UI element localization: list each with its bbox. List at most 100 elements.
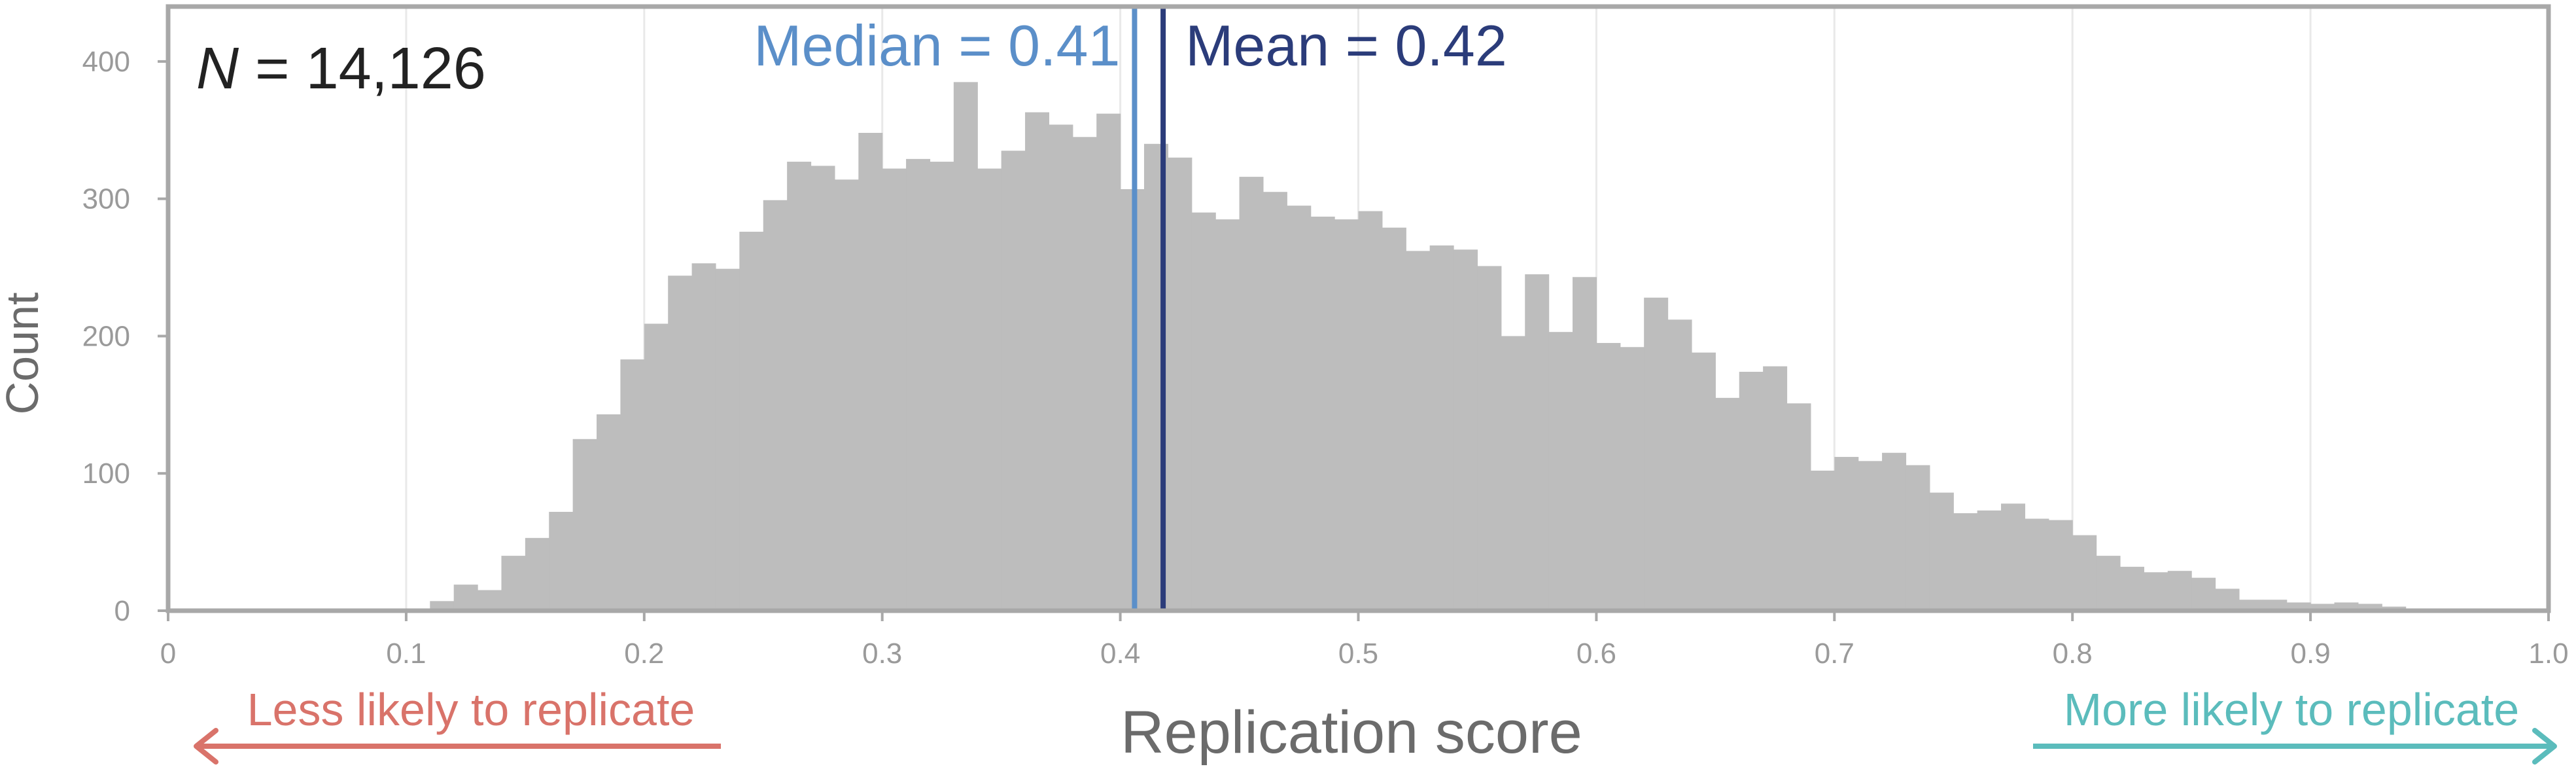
histogram-bar	[2096, 556, 2121, 611]
y-tick-label: 400	[82, 46, 130, 78]
histogram-bar	[1548, 332, 1573, 611]
histogram-bar	[906, 158, 931, 611]
histogram-bar	[1262, 192, 1287, 611]
histogram-bar	[1644, 297, 1669, 611]
n-value: = 14,126	[239, 36, 486, 101]
histogram-bar	[1525, 274, 1550, 611]
reference-lines	[1132, 7, 1166, 611]
x-tick-label: 0.8	[2053, 638, 2093, 670]
histogram-bar	[2358, 604, 2382, 611]
histogram-bar	[930, 162, 954, 611]
histogram-bar	[977, 168, 1002, 611]
x-tick-label: 0	[160, 638, 176, 670]
histogram-bar	[2144, 572, 2168, 611]
histogram-bar	[810, 166, 835, 611]
histogram-bar	[1573, 277, 1597, 611]
histogram-bar	[763, 200, 788, 611]
histogram-bar	[2310, 604, 2335, 611]
histogram-bar	[430, 601, 455, 611]
sample-size-label: N = 14,126	[196, 36, 486, 101]
histogram-bar	[1977, 510, 2002, 611]
y-tick-label: 0	[114, 595, 130, 627]
more-likely-annotation: More likely to replicate	[2033, 684, 2557, 765]
y-tick-label: 200	[82, 320, 130, 352]
less-likely-label: Less likely to replicate	[247, 684, 695, 735]
right-arrow-icon	[2532, 728, 2557, 765]
histogram-bar	[1310, 216, 1335, 611]
n-symbol: N	[196, 36, 239, 101]
histogram-bar	[1334, 219, 1359, 611]
median-label: Median = 0.41	[754, 13, 1120, 78]
histogram-bar	[1501, 336, 1525, 611]
histogram-bar	[1049, 124, 1073, 611]
x-axis-ticks: 0 0.1 0.2 0.3 0.4 0.5 0.6 0.7 0.8 0.9 1.0	[160, 611, 2569, 670]
more-likely-label: More likely to replicate	[2064, 684, 2519, 735]
histogram-bar	[2119, 566, 2144, 611]
histogram-bar	[2191, 577, 2216, 611]
histogram-bar	[1763, 366, 1788, 611]
histogram-bar	[668, 276, 693, 611]
less-likely-annotation: Less likely to replicate	[194, 684, 721, 765]
x-tick-label: 0.3	[862, 638, 902, 670]
histogram-bar	[1810, 471, 1835, 611]
histogram-bar	[2025, 518, 2049, 611]
histogram-bar	[1882, 452, 1907, 611]
x-tick-label: 0.2	[624, 638, 664, 670]
histogram-bar	[691, 263, 716, 611]
x-tick-label: 0.1	[386, 638, 426, 670]
histogram-bar	[1667, 319, 1692, 611]
x-tick-label: 1.0	[2528, 638, 2568, 670]
histogram-bar	[1715, 397, 1740, 611]
histogram-bar	[1691, 352, 1716, 611]
histogram-bar	[1929, 492, 1954, 611]
histogram-bars	[406, 82, 2407, 611]
histogram-bar	[597, 414, 621, 611]
histogram-bar	[1858, 461, 1883, 611]
histogram-bar	[2215, 588, 2240, 611]
histogram-bar	[739, 232, 764, 611]
x-tick-label: 0.6	[1576, 638, 1616, 670]
histogram-bar	[1001, 151, 1026, 611]
histogram-bar	[1406, 251, 1431, 611]
histogram-bar	[953, 82, 978, 611]
histogram-bar	[644, 323, 669, 611]
histogram-bar	[1906, 465, 1930, 611]
histogram-bar	[1382, 227, 1406, 611]
histogram-bar	[1168, 157, 1192, 611]
histogram-bar	[2001, 503, 2026, 611]
histogram-bar	[1072, 137, 1097, 611]
x-axis-title: Replication score	[1121, 699, 1582, 766]
histogram-bar	[1620, 347, 1645, 611]
histogram-bar	[549, 511, 574, 611]
histogram-bar	[1239, 177, 1264, 611]
histogram-bar	[1429, 245, 1454, 611]
histogram-bar	[525, 537, 549, 611]
histogram-bar	[1596, 342, 1621, 611]
histogram-bar	[620, 359, 645, 611]
histogram-bar	[572, 439, 597, 611]
histogram-bar	[2263, 600, 2288, 611]
histogram-bar	[787, 162, 812, 611]
y-tick-label: 100	[82, 458, 130, 490]
y-axis-ticks: 0 100 200 300 400	[82, 46, 168, 627]
histogram-bar	[882, 168, 907, 611]
histogram-bar	[2167, 571, 2192, 611]
histogram-bar	[1025, 112, 1050, 611]
histogram-bar	[1739, 371, 1764, 611]
histogram-bar	[453, 585, 478, 611]
x-tick-label: 0.7	[1815, 638, 1854, 670]
y-axis-title: Count	[0, 293, 48, 415]
histogram-bar	[1953, 513, 1978, 611]
histogram-bar	[501, 556, 526, 611]
left-arrow-icon	[194, 728, 218, 765]
histogram-bar	[1096, 113, 1121, 611]
histogram-bar	[2238, 600, 2263, 611]
histogram-bar	[1215, 219, 1240, 611]
histogram-bar	[715, 268, 740, 611]
histogram-bar	[1453, 249, 1478, 611]
histogram-bar	[1191, 212, 1216, 611]
histogram-bar	[1477, 266, 1502, 611]
mean-label: Mean = 0.42	[1185, 13, 1507, 78]
histogram-bar	[834, 179, 859, 611]
